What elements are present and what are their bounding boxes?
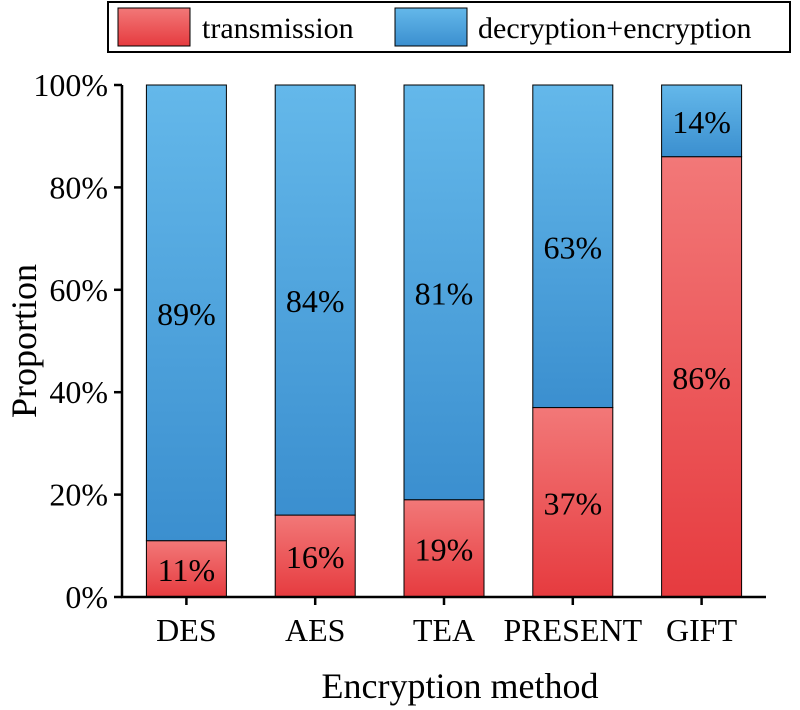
legend-swatch-transmission	[117, 7, 191, 47]
data-label: 63%	[543, 229, 602, 265]
bars	[145, 84, 743, 598]
legend-label-decryption-encryption: decryption+encryption	[478, 12, 752, 45]
data-label: 11%	[158, 552, 215, 588]
x-tick-label: DES	[156, 612, 216, 648]
data-label: 84%	[286, 283, 345, 319]
x-tick-label: PRESENT	[503, 612, 642, 648]
data-label: 86%	[672, 360, 731, 396]
legend-swatch-decryption-encryption	[394, 7, 468, 47]
x-tick-label: TEA	[413, 612, 475, 648]
y-tick-label: 0%	[65, 579, 108, 615]
bar-gift-transmission	[661, 156, 743, 598]
y-tick-label: 100%	[33, 67, 108, 103]
x-axis-title: Encryption method	[322, 666, 599, 706]
data-label: 16%	[286, 539, 345, 575]
bar-des-transmission	[145, 540, 227, 598]
legend: transmission decryption+encryption	[107, 1, 791, 53]
data-label: 14%	[672, 104, 731, 140]
data-label: 37%	[543, 485, 602, 521]
legend-label-transmission: transmission	[202, 12, 354, 45]
y-axis-title: Proportion	[4, 264, 44, 418]
x-axis-ticks: DES AES TEA PRESENT GIFT	[156, 597, 738, 648]
bar-tea-transmission	[403, 499, 485, 598]
y-tick-label: 60%	[49, 272, 108, 308]
x-tick-label: AES	[285, 612, 345, 648]
data-label: 19%	[415, 531, 474, 567]
bar-tea-decryption-encryption	[403, 84, 485, 501]
bar-data-labels: 11% 89% 16% 84% 19% 81% 37% 63% 86% 14%	[157, 104, 731, 588]
bar-present-decryption-encryption	[532, 84, 614, 409]
y-tick-label: 40%	[49, 374, 108, 410]
y-tick-label: 80%	[49, 169, 108, 205]
data-label: 81%	[415, 275, 474, 311]
bar-des-decryption-encryption	[145, 84, 227, 542]
y-axis-ticks: 0% 20% 40% 60% 80% 100%	[33, 67, 122, 615]
data-label: 89%	[157, 296, 216, 332]
bar-aes-decryption-encryption	[274, 84, 356, 516]
bar-present-transmission	[532, 407, 614, 598]
x-tick-label: GIFT	[666, 612, 738, 648]
bar-gift-decryption-encryption	[661, 84, 743, 158]
y-tick-label: 20%	[49, 477, 108, 513]
